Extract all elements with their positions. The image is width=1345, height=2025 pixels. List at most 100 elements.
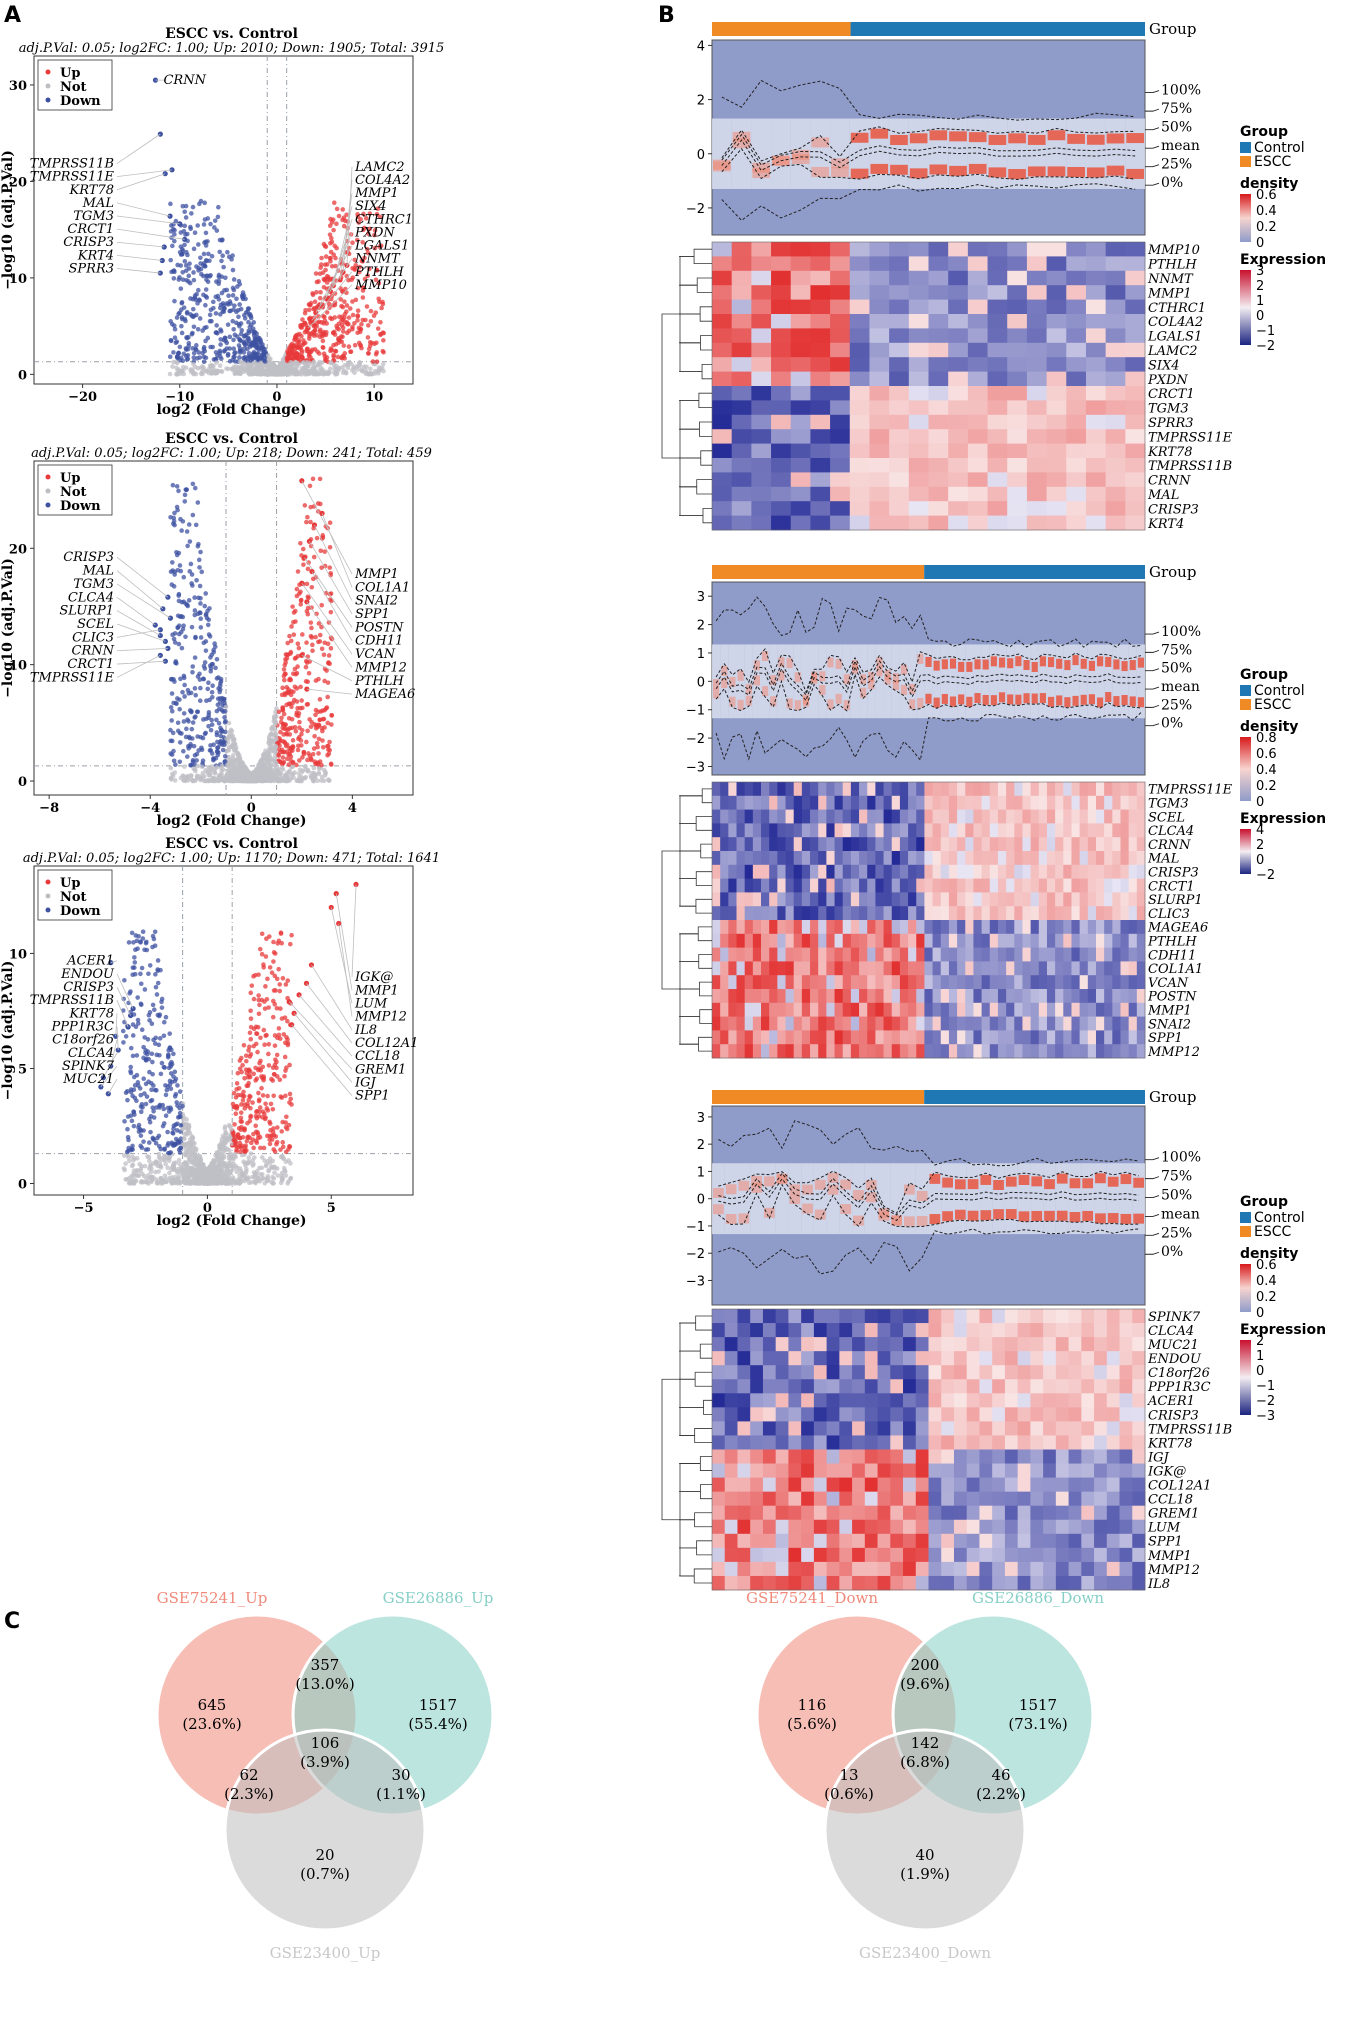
gene-point [236, 772, 242, 777]
volcano-title: ESCC vs. Control [165, 431, 298, 447]
legend-swatch [45, 488, 51, 494]
gene-point [177, 759, 183, 765]
gene-point [259, 951, 265, 957]
gene-point [246, 319, 251, 325]
gene-point [198, 549, 203, 555]
gene-point [270, 1014, 276, 1020]
gene-point [250, 356, 255, 362]
gene-point [246, 1155, 252, 1161]
gene-point [186, 340, 192, 346]
gene-point [222, 753, 228, 759]
gene-point [327, 565, 333, 570]
gene-point [232, 763, 237, 768]
gene-point [282, 671, 288, 677]
gene-point [296, 778, 302, 784]
gene-point [176, 598, 182, 604]
gene-point [374, 267, 380, 273]
gene-point [295, 569, 301, 574]
gene-point [165, 1129, 170, 1135]
gene-point [245, 1101, 250, 1106]
gene-point [129, 1118, 135, 1124]
gene-point [300, 317, 305, 322]
gene-point [131, 1109, 137, 1115]
gene-point [183, 487, 189, 492]
gene-point [216, 778, 222, 784]
gene-point [331, 342, 336, 348]
gene-point [245, 363, 251, 369]
gene-point [312, 327, 318, 333]
gene-point [153, 984, 159, 990]
gene-point [356, 269, 362, 275]
gene-point [210, 683, 215, 689]
gene-point [233, 368, 239, 373]
gene-point [279, 1170, 285, 1176]
gene-point [289, 716, 295, 722]
gene-point [216, 750, 221, 755]
gene-point [374, 350, 380, 355]
gene-point [328, 249, 334, 255]
gene-point [132, 960, 138, 965]
gene-point [341, 223, 347, 229]
gene-label-leader [116, 202, 171, 217]
gene-point [271, 725, 276, 731]
gene-point [299, 728, 305, 733]
gene-point [181, 305, 187, 310]
gene-point [183, 215, 189, 220]
gene-point [253, 1041, 259, 1047]
gene-point [174, 549, 179, 555]
gene-label-leader [116, 241, 165, 248]
gene-point [184, 529, 190, 534]
gene-point [365, 231, 371, 236]
gene-point [319, 360, 325, 365]
gene-point [216, 274, 222, 280]
gene-point [274, 1052, 280, 1058]
gene-point [275, 1125, 280, 1130]
gene-point [310, 371, 316, 377]
gene-point [144, 939, 149, 945]
gene-point [313, 634, 318, 640]
gene-point [195, 709, 201, 715]
gene-point [150, 1135, 156, 1141]
gene-point [324, 310, 330, 315]
gene-point [380, 330, 386, 335]
x-tick-label: −20 [68, 390, 97, 405]
gene-point [284, 742, 290, 747]
gene-point [198, 261, 203, 266]
gene-point [159, 996, 165, 1002]
gene-point [192, 655, 198, 660]
gene-point [248, 1036, 254, 1042]
gene-point [295, 371, 301, 377]
gene-point [219, 768, 224, 774]
gene-point [203, 767, 208, 773]
gene-point [310, 291, 315, 296]
gene-point [201, 251, 207, 257]
gene-point [176, 593, 182, 598]
gene-point [317, 476, 323, 482]
gene-point [199, 747, 205, 753]
gene-point [364, 364, 369, 370]
gene-point [313, 271, 319, 276]
gene-point [329, 239, 335, 245]
gene-point [203, 591, 209, 596]
gene-point [308, 757, 314, 763]
gene-point [215, 745, 221, 750]
gene-point [163, 1014, 169, 1020]
gene-point [242, 316, 248, 321]
gene-point [311, 765, 317, 771]
gene-point [191, 277, 197, 283]
gene-point [131, 1123, 137, 1129]
gene-point [309, 625, 314, 631]
gene-point [246, 312, 252, 318]
gene-point [180, 689, 185, 695]
gene-point [356, 340, 362, 346]
gene-point [183, 734, 189, 740]
legend-label: Not [60, 80, 87, 95]
gene-point [181, 574, 187, 580]
gene-point [352, 257, 358, 263]
gene-point [317, 632, 323, 638]
gene-point [328, 255, 333, 261]
gene-point [252, 337, 258, 342]
gene-point [279, 715, 284, 721]
gene-point [353, 297, 359, 303]
